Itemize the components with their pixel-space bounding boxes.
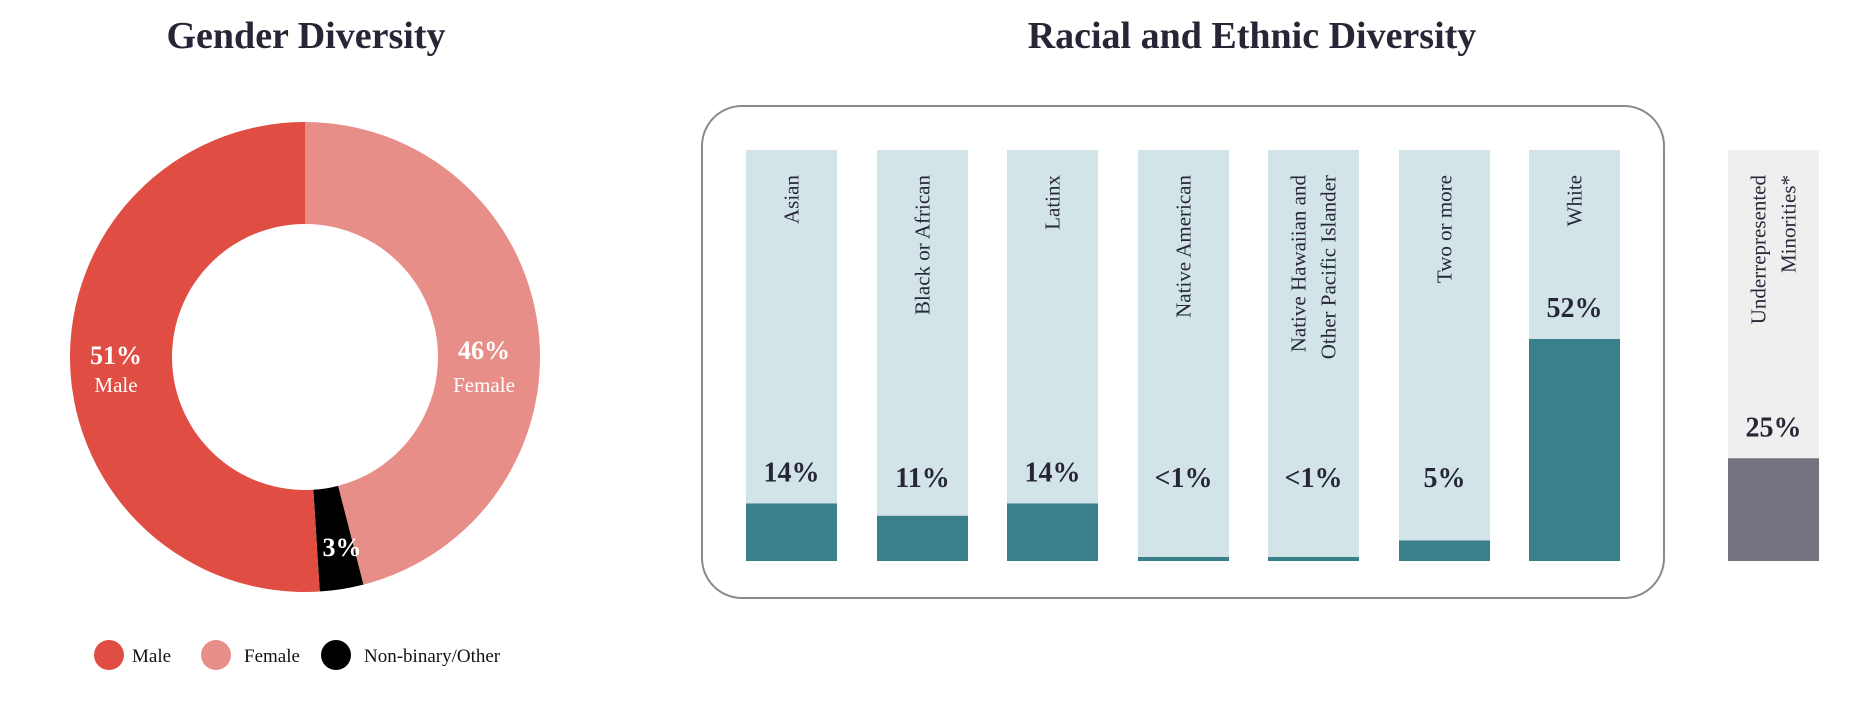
- donut-segment-female: [305, 122, 541, 585]
- bar-fill: [1268, 557, 1359, 561]
- bar-category-label: White: [1563, 175, 1587, 226]
- bar-category-label: Native Hawaiian and: [1287, 175, 1311, 353]
- female-label: Female: [453, 373, 515, 397]
- female-pct-label: 46%: [458, 336, 510, 365]
- legend-nonbinary-swatch-icon: [321, 640, 351, 670]
- legend-male-label: Male: [132, 646, 171, 667]
- bar-track: [746, 150, 837, 561]
- bar-value-label: 52%: [1547, 293, 1603, 324]
- urm-bar-group: 25% Underrepresented Minorities*: [1728, 150, 1819, 561]
- bar-fill: [1399, 540, 1490, 561]
- gender-donut-chart: [69, 122, 541, 593]
- race-bars-frame: [701, 105, 1665, 599]
- race-bar-white: 52% White: [1529, 150, 1620, 561]
- bar-value-label: 14%: [764, 457, 820, 488]
- bar-category-label: Minorities*: [1777, 175, 1801, 273]
- legend-female-label: Female: [244, 646, 300, 667]
- bar-value-label: 11%: [895, 463, 949, 494]
- gender-donut-labels: 51% Male 46% Female 3%: [90, 336, 515, 562]
- bar-fill: [746, 503, 837, 561]
- bar-track: [1268, 150, 1359, 561]
- bar-category-label: Other Pacific Islander: [1317, 175, 1341, 359]
- bar-category-label: Underrepresented: [1747, 175, 1771, 325]
- bar-fill: [1138, 557, 1229, 561]
- bar-category-label: Native American: [1172, 175, 1196, 318]
- bar-category-label: Black or African: [911, 175, 935, 315]
- bar-track: [1399, 150, 1490, 561]
- urm-bar: 25% Underrepresented Minorities*: [1728, 150, 1819, 561]
- bar-track: [877, 150, 968, 561]
- bar-fill: [1007, 503, 1098, 561]
- male-label: Male: [94, 373, 137, 397]
- race-bar-latinx: 14% Latinx: [1007, 150, 1098, 561]
- race-bar-native-american: <1% Native American: [1138, 150, 1229, 561]
- donut-segment-male: [69, 122, 320, 593]
- bar-fill: [877, 515, 968, 561]
- bar-category-label: Asian: [780, 175, 804, 224]
- race-bar-group: 14% Asian 11% Black or African 14% Latinx <1% N…: [746, 150, 1620, 561]
- bar-value-label: <1%: [1285, 463, 1343, 494]
- race-bar-two-or-more: 5% Two or more: [1399, 150, 1490, 561]
- bar-value-label: <1%: [1155, 463, 1213, 494]
- race-bar-asian: 14% Asian: [746, 150, 837, 561]
- bar-category-label: Two or more: [1433, 175, 1457, 283]
- race-bar-black-or-african: 11% Black or African: [877, 150, 968, 561]
- bar-track: [1007, 150, 1098, 561]
- gender-legend: Male Female Non-binary/Other: [94, 640, 501, 670]
- legend-female-swatch-icon: [201, 640, 231, 670]
- race-bar-native-hawaiian-and-other-pacific-islander: <1% Native Hawaiian and Other Pacific Isla…: [1268, 150, 1359, 561]
- gender-chart-title: Gender Diversity: [167, 15, 446, 57]
- bar-fill: [1529, 339, 1620, 561]
- legend-nonbinary-label: Non-binary/Other: [364, 646, 501, 667]
- donut-segment-nonbinary: [313, 485, 364, 592]
- race-chart-title: Racial and Ethnic Diversity: [1028, 15, 1477, 57]
- bar-value-label: 25%: [1746, 412, 1802, 443]
- bar-value-label: 5%: [1424, 463, 1466, 494]
- bar-track: [1138, 150, 1229, 561]
- bar-category-label: Latinx: [1041, 175, 1065, 230]
- bar-fill: [1728, 458, 1819, 561]
- male-pct-label: 51%: [90, 341, 142, 370]
- legend-male-swatch-icon: [94, 640, 124, 670]
- nonbinary-pct-label: 3%: [323, 533, 362, 562]
- bar-value-label: 14%: [1025, 457, 1081, 488]
